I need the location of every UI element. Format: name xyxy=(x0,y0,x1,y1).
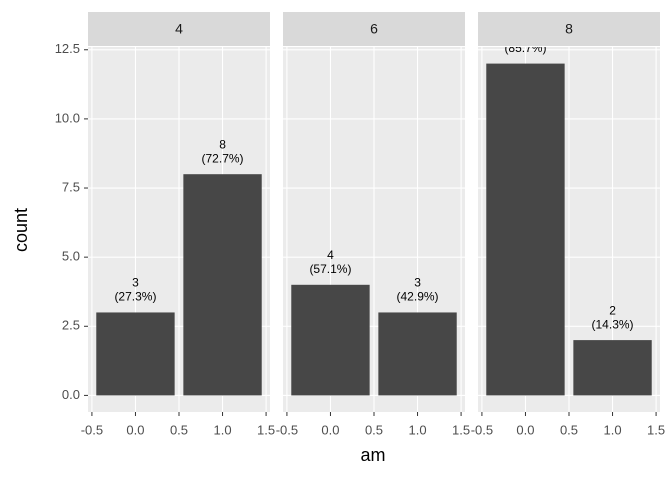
x-tick-label: 1.5 xyxy=(452,422,470,437)
x-tick-label: 0.0 xyxy=(126,422,144,437)
x-tick-label: 0.5 xyxy=(560,422,578,437)
percent-label: (14.3%) xyxy=(592,317,634,331)
x-tick-label: 0.5 xyxy=(170,422,188,437)
count-label: 3 xyxy=(132,276,139,290)
bar xyxy=(183,174,262,396)
y-axis-title: count xyxy=(11,208,31,252)
bar xyxy=(96,312,175,396)
x-tick-label: -0.5 xyxy=(276,422,298,437)
percent-label: (72.7%) xyxy=(202,151,244,165)
strip-background xyxy=(88,12,270,46)
strip-label: 4 xyxy=(175,21,183,37)
x-tick-label: 1.0 xyxy=(604,422,622,437)
x-tick-label: 0.0 xyxy=(321,422,339,437)
y-tick-label: 5.0 xyxy=(62,249,80,264)
count-label: 2 xyxy=(609,303,616,317)
count-label: 4 xyxy=(327,248,334,262)
bar xyxy=(486,63,565,396)
y-tick-label: 7.5 xyxy=(62,179,80,194)
y-tick-label: 12.5 xyxy=(55,41,80,56)
bar xyxy=(573,340,652,396)
x-axis-title: am xyxy=(360,445,385,465)
strip-label: 8 xyxy=(565,21,573,37)
x-tick-label: -0.5 xyxy=(81,422,103,437)
percent-label: (85.7%) xyxy=(504,41,546,55)
count-label: 3 xyxy=(414,276,421,290)
x-tick-label: 1.0 xyxy=(409,422,427,437)
percent-label: (57.1%) xyxy=(309,262,351,276)
y-tick-label: 2.5 xyxy=(62,318,80,333)
strip-label: 6 xyxy=(370,21,378,37)
x-tick-label: 0.0 xyxy=(516,422,534,437)
bar xyxy=(291,284,370,396)
x-tick-label: 1.0 xyxy=(214,422,232,437)
percent-label: (42.9%) xyxy=(397,290,439,304)
x-tick-label: -0.5 xyxy=(471,422,493,437)
x-tick-label: 1.5 xyxy=(647,422,665,437)
panel: 4(57.1%) 3(42.9%) xyxy=(283,47,465,412)
percent-label: (27.3%) xyxy=(114,290,156,304)
strip-background xyxy=(478,12,660,46)
bar xyxy=(378,312,457,396)
x-tick-label: 0.5 xyxy=(365,422,383,437)
strip-background xyxy=(283,12,465,46)
y-tick-label: 10.0 xyxy=(55,110,80,125)
y-tick-label: 0.0 xyxy=(62,387,80,402)
count-label: 8 xyxy=(219,137,226,151)
panel: 3(27.3%) 8(72.7%) xyxy=(88,47,270,412)
x-tick-label: 1.5 xyxy=(257,422,275,437)
panel: 12(85.7%)2(14.3%) xyxy=(478,41,660,412)
